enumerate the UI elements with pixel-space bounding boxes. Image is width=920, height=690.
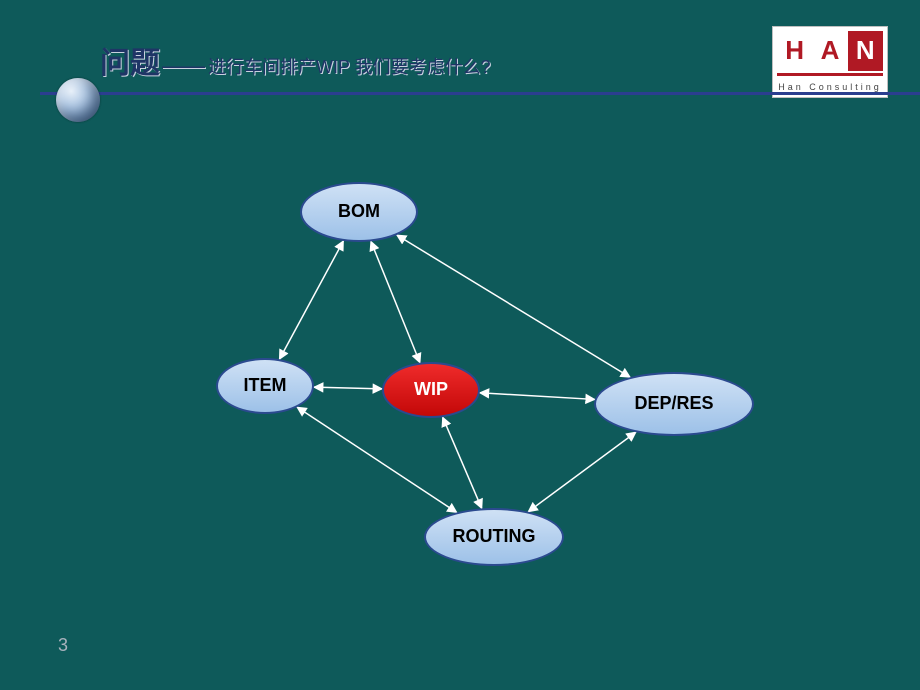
logo-letter-h: H (777, 31, 812, 71)
edge-item-bom (279, 241, 343, 359)
title-dash: —— (162, 53, 204, 79)
edge-routing-depres (528, 432, 636, 512)
node-item: ITEM (216, 358, 314, 414)
logo-letters: H A N (777, 31, 883, 71)
edge-item-wip (314, 387, 382, 389)
edge-item-routing (297, 407, 457, 512)
logo-letter-n: N (848, 31, 883, 71)
edge-wip-routing (443, 417, 482, 508)
title-sub: 进行车间排产WIP 我们要考虑什么? (208, 53, 491, 79)
logo-underline (777, 73, 883, 76)
brand-logo: H A N Han Consulting (772, 26, 888, 98)
concept-diagram: BOM ITEM WIP DEP/RES ROUTING (0, 110, 920, 630)
edge-bom-depres (397, 235, 630, 377)
logo-letter-a: A (812, 31, 847, 71)
node-bom: BOM (300, 182, 418, 242)
page-number: 3 (58, 635, 68, 656)
node-wip: WIP (382, 362, 480, 418)
title-main: 问题 (100, 38, 160, 82)
edge-bom-wip (371, 241, 420, 362)
title-rule (40, 92, 920, 95)
logo-subtitle: Han Consulting (778, 82, 882, 92)
node-routing: ROUTING (424, 508, 564, 566)
slide-title: 问题 —— 进行车间排产WIP 我们要考虑什么? (100, 38, 491, 90)
node-depres: DEP/RES (594, 372, 754, 436)
edge-wip-depres (480, 393, 595, 400)
slide: H A N Han Consulting 问题 —— 进行车间排产WIP 我们要… (0, 0, 920, 690)
